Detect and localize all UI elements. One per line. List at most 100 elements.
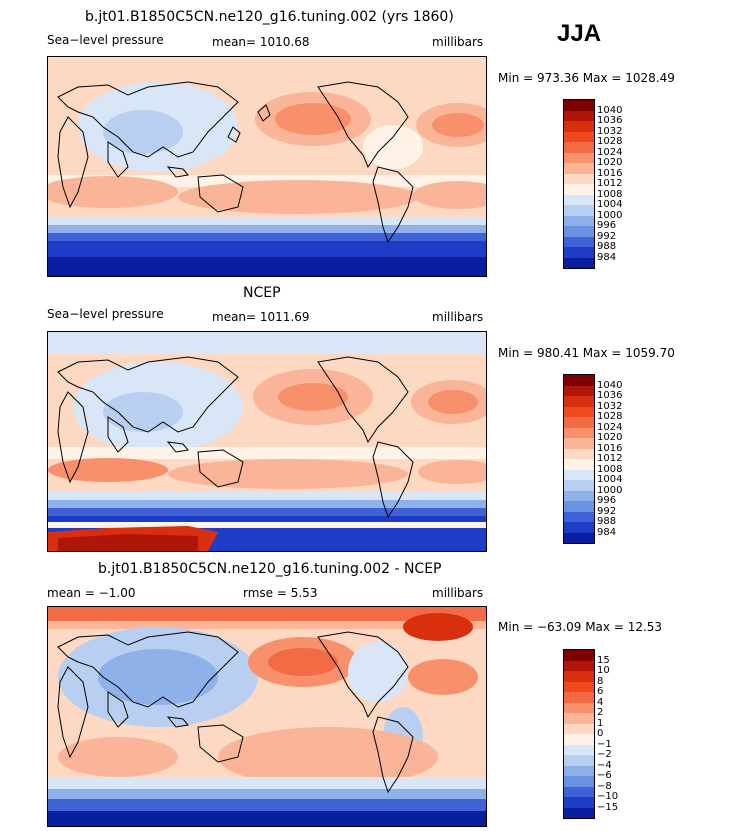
panel2-colorbar [563,374,595,544]
colorbar-swatch [564,734,594,745]
panel3-mean-label: mean = −1.00 [47,586,136,600]
p1-natl-high-core [432,113,484,137]
panel1-variable-label: Sea−level pressure [47,33,164,47]
colorbar-swatch [564,532,594,543]
colorbar-tick-label: 1024 [597,146,623,158]
p2-itcz [48,447,486,459]
p2-s-3 [48,508,486,516]
colorbar-tick-label: 6 [597,686,604,697]
p3-s-1 [48,777,486,789]
colorbar-tick-label: 4 [597,696,604,708]
colorbar-tick-label: 1008 [597,463,623,475]
colorbar-tick-label: 984 [597,251,617,263]
colorbar-swatch [564,417,594,428]
colorbar-tick-label: 10 [597,665,610,676]
panel1-minmax: Min = 973.36 Max = 1028.49 [498,71,675,85]
p1-s-4 [48,241,486,257]
colorbar-tick-label: 1036 [597,390,623,401]
colorbar-swatch [564,469,594,480]
p1-s-1 [48,217,486,225]
panel2-units-label: millibars [432,310,484,324]
p2-coastlines [57,356,414,519]
colorbar-swatch [564,205,594,216]
colorbar-tick-label: −1 [597,738,612,750]
p2-s-subtrop-3 [418,460,486,484]
panel2-title: NCEP [243,285,281,301]
colorbar-swatch [564,396,594,407]
p2-natl-high-core [428,390,478,414]
colorbar-tick-label: 1 [597,717,604,729]
colorbar-tick-label: 988 [597,516,617,527]
colorbar-swatch [564,713,594,724]
colorbar-tick-label: 1024 [597,421,623,433]
season-label: JJA [557,20,602,47]
p2-s-2 [48,500,486,508]
colorbar-swatch [564,776,594,787]
panel2-map-svg [48,332,486,551]
colorbar-tick-label: 1004 [597,474,623,485]
colorbar-tick-label: 1028 [597,411,623,422]
colorbar-tick-label: −10 [597,791,619,802]
p1-s-3 [48,233,486,241]
colorbar-swatch [564,131,594,142]
p1-asia-low-core [103,110,183,154]
colorbar-tick-label: 992 [597,230,617,242]
p3-namer-blue [348,642,408,702]
p2-s-5 [48,522,486,528]
panel2-minmax: Min = 980.41 Max = 1059.70 [498,346,675,360]
panel2-variable-label: Sea−level pressure [47,307,164,321]
panel1-map-svg [48,57,486,276]
panel2-map [47,331,487,552]
colorbar-tick-label: 1004 [597,199,623,210]
colorbar-tick-label: −8 [597,780,612,792]
panel3-rmse-label: rmse = 5.53 [243,586,318,600]
p1-s-2 [48,225,486,233]
panel3-colorbar [563,649,595,819]
colorbar-tick-label: 1016 [597,442,623,454]
colorbar-tick-label: 1000 [597,484,623,496]
colorbar-swatch [564,755,594,766]
colorbar-tick-label: 1028 [597,136,623,147]
p2-s-1 [48,492,486,500]
panel3-minmax: Min = −63.09 Max = 12.53 [498,620,663,634]
colorbar-swatch [564,480,594,491]
colorbar-tick-label: 1012 [597,453,623,464]
colorbar-swatch [564,215,594,226]
colorbar-swatch [564,375,594,386]
colorbar-swatch [564,660,594,671]
colorbar-tick-label: 1032 [597,400,623,412]
p3-s-2 [48,789,486,799]
colorbar-swatch [564,184,594,195]
colorbar-tick-label: 1000 [597,209,623,221]
colorbar-tick-label: 1032 [597,125,623,137]
p3-natl-pos [408,659,478,695]
colorbar-tick-label: 8 [597,675,604,687]
colorbar-swatch [564,511,594,522]
colorbar-swatch [564,226,594,237]
colorbar-swatch [564,247,594,258]
p3-s-3 [48,799,486,811]
colorbar-tick-label: −6 [597,770,612,781]
colorbar-swatch [564,744,594,755]
colorbar-tick-label: 988 [597,241,617,252]
colorbar-tick-label: 1040 [597,104,623,116]
colorbar-swatch [564,438,594,449]
colorbar-tick-label: 1040 [597,379,623,391]
panel1-units-label: millibars [432,35,484,49]
p1-namer-low [363,125,423,169]
p3-natl-red [403,613,473,641]
panel1-map [47,56,487,277]
colorbar-tick-label: −4 [597,759,612,771]
p3-asia-blue-core [98,649,218,705]
colorbar-swatch [564,522,594,533]
colorbar-swatch [564,385,594,396]
colorbar-tick-label: 984 [597,526,617,538]
colorbar-tick-label: 0 [597,728,604,739]
colorbar-swatch [564,236,594,247]
colorbar-swatch [564,671,594,682]
colorbar-tick-label: 996 [597,495,617,506]
colorbar-swatch [564,121,594,132]
p1-npac-high-core [275,103,351,135]
p3-s-pac-pos [218,727,438,787]
p1-arctic [48,57,486,79]
